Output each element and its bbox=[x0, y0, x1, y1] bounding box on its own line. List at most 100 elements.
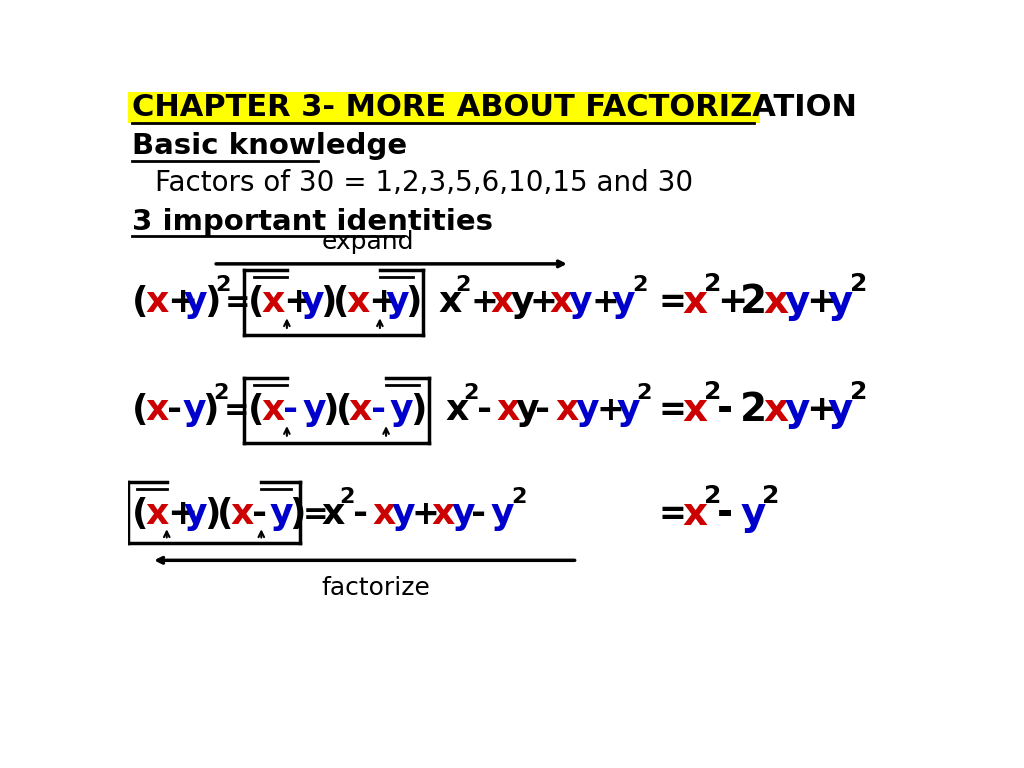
Text: (: ( bbox=[132, 497, 148, 531]
Text: +: + bbox=[596, 394, 624, 427]
Text: ): ) bbox=[204, 497, 220, 531]
Text: (: ( bbox=[132, 286, 148, 319]
Text: x: x bbox=[230, 497, 254, 531]
Text: +: + bbox=[369, 286, 398, 319]
Text: (: ( bbox=[336, 393, 352, 427]
Text: factorize: factorize bbox=[322, 576, 430, 600]
Text: -: - bbox=[717, 495, 733, 533]
Text: +: + bbox=[806, 393, 837, 427]
Text: ): ) bbox=[406, 286, 422, 319]
Text: y: y bbox=[385, 286, 409, 319]
Text: y: y bbox=[183, 497, 207, 531]
Text: ): ) bbox=[204, 286, 220, 319]
Text: x: x bbox=[764, 283, 788, 321]
Text: (: ( bbox=[334, 286, 350, 319]
Text: y: y bbox=[784, 283, 810, 321]
Text: -: - bbox=[167, 393, 182, 427]
Text: x: x bbox=[261, 286, 285, 319]
Text: 2: 2 bbox=[511, 487, 526, 507]
Text: y: y bbox=[391, 497, 415, 531]
Text: y: y bbox=[740, 495, 766, 533]
Text: y: y bbox=[300, 286, 324, 319]
Text: x: x bbox=[764, 391, 788, 429]
Text: 2: 2 bbox=[762, 484, 779, 508]
Text: +: + bbox=[471, 286, 499, 319]
Text: CHAPTER 3- MORE ABOUT FACTORIZATION: CHAPTER 3- MORE ABOUT FACTORIZATION bbox=[132, 93, 857, 122]
Text: -: - bbox=[283, 393, 298, 427]
Text: x: x bbox=[550, 286, 572, 319]
FancyBboxPatch shape bbox=[128, 92, 760, 123]
Text: =: = bbox=[223, 396, 249, 425]
Text: x: x bbox=[438, 286, 461, 319]
Text: x: x bbox=[490, 286, 514, 319]
Text: =: = bbox=[225, 288, 251, 317]
Text: y: y bbox=[575, 393, 599, 427]
Text: 2: 2 bbox=[703, 484, 721, 508]
Text: +: + bbox=[717, 286, 748, 319]
Text: -: - bbox=[477, 393, 492, 427]
Text: y: y bbox=[510, 286, 534, 319]
Text: x: x bbox=[432, 497, 455, 531]
Text: -: - bbox=[717, 391, 733, 429]
Text: x: x bbox=[145, 393, 168, 427]
Text: =: = bbox=[658, 394, 687, 427]
Text: 2: 2 bbox=[636, 383, 651, 403]
Text: 2: 2 bbox=[703, 379, 721, 404]
Text: ): ) bbox=[410, 393, 427, 427]
Text: y: y bbox=[827, 283, 853, 321]
Text: ): ) bbox=[203, 393, 219, 427]
Text: +: + bbox=[806, 286, 837, 319]
Text: x: x bbox=[261, 393, 285, 427]
Text: (: ( bbox=[248, 286, 264, 319]
Text: (: ( bbox=[217, 497, 233, 531]
Text: x: x bbox=[682, 283, 708, 321]
Text: y: y bbox=[515, 393, 539, 427]
Text: =: = bbox=[302, 500, 328, 528]
Text: 2: 2 bbox=[850, 272, 867, 296]
Text: 2: 2 bbox=[213, 383, 228, 403]
Text: x: x bbox=[556, 393, 579, 427]
Text: =: = bbox=[658, 498, 687, 531]
Text: x: x bbox=[682, 495, 708, 533]
Text: 2: 2 bbox=[703, 272, 721, 296]
Text: (: ( bbox=[248, 393, 264, 427]
Text: Factors of 30 = 1,2,3,5,6,10,15 and 30: Factors of 30 = 1,2,3,5,6,10,15 and 30 bbox=[155, 169, 693, 197]
Text: -: - bbox=[371, 393, 386, 427]
Text: y: y bbox=[616, 393, 640, 427]
Text: -: - bbox=[535, 393, 550, 427]
Text: x: x bbox=[145, 497, 168, 531]
Text: 2: 2 bbox=[740, 391, 767, 429]
Text: x: x bbox=[349, 393, 372, 427]
Text: 2: 2 bbox=[215, 276, 230, 296]
Text: y: y bbox=[827, 391, 853, 429]
Text: +: + bbox=[167, 286, 198, 319]
Text: x: x bbox=[445, 393, 469, 427]
Text: 2: 2 bbox=[455, 276, 470, 296]
Text: y: y bbox=[452, 497, 475, 531]
Text: 3 important identities: 3 important identities bbox=[132, 207, 493, 236]
Text: -: - bbox=[352, 497, 368, 531]
Text: x: x bbox=[145, 286, 168, 319]
Text: -: - bbox=[471, 497, 486, 531]
Text: 2: 2 bbox=[740, 283, 767, 321]
Text: y: y bbox=[182, 393, 206, 427]
Text: ): ) bbox=[321, 286, 337, 319]
Text: y: y bbox=[611, 286, 635, 319]
Text: 2: 2 bbox=[632, 276, 647, 296]
Text: x: x bbox=[496, 393, 519, 427]
Text: +: + bbox=[283, 286, 313, 319]
Text: +: + bbox=[412, 498, 439, 531]
Text: 2: 2 bbox=[463, 383, 478, 403]
Text: ): ) bbox=[323, 393, 339, 427]
Text: x: x bbox=[346, 286, 370, 319]
Text: 2: 2 bbox=[339, 487, 354, 507]
Text: y: y bbox=[183, 286, 207, 319]
Text: Basic knowledge: Basic knowledge bbox=[132, 132, 407, 160]
Text: y: y bbox=[569, 286, 593, 319]
Text: y: y bbox=[269, 497, 293, 531]
Text: (: ( bbox=[132, 393, 148, 427]
Text: x: x bbox=[372, 497, 395, 531]
Text: +: + bbox=[167, 497, 198, 531]
Text: +: + bbox=[529, 286, 557, 319]
Text: ): ) bbox=[289, 497, 306, 531]
